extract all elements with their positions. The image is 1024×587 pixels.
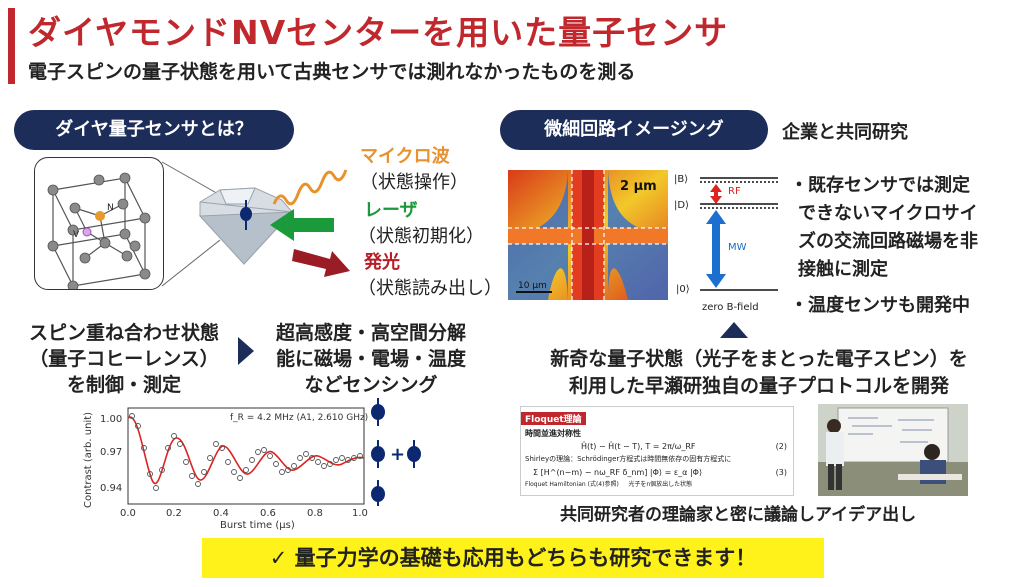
doc-footnote: Floquet Hamiltonian (式(4)参照) 光子をn個放出した状態 [525,481,693,488]
magnetic-field-image: 2 μm 10 μm [508,170,668,300]
vacancy-site [82,227,92,237]
mw-label: MW [728,242,747,253]
nitrogen-atom [95,211,105,221]
footer-highlight: ✓ 量子力学の基礎も応用もどちらも研究できます！ [202,538,824,578]
v-label: V [73,230,80,240]
collaboration-caption: 共同研究者の理論家と密に議論しアイデア出し [560,505,917,525]
x-tick: 0.2 [166,508,182,519]
scale-label-top: 2 μm [620,179,657,194]
y-tick: 0.94 [100,483,122,494]
x-tick: 0.4 [213,508,229,519]
discussion-photo [818,404,968,496]
title-accent-bar [8,8,15,84]
diamond-illustration [161,161,294,287]
spin-superposition-text: スピン重ね合わせ状態 （量子コヒーレンス） を制御・測定 [28,322,219,396]
doc-equation-1: Ĥ(t) − Ĥ(t − T), T = 2π/ω_RF (2) [581,442,787,451]
bullet-line: 接触に測定 [798,259,888,280]
level-d-label: |D⟩ [674,200,689,211]
section-pill-imaging: 微細回路イメージング [500,110,768,150]
x-tick: 1.0 [352,508,368,519]
page-subtitle: 電子スピンの量子状態を用いて古典センサでは測れなかったものを測る [28,61,636,83]
y-axis-label: Contrast (arb. unit) [83,412,94,508]
x-tick: 0.0 [120,508,136,519]
flow-arrow-icon [238,337,254,365]
page-title: ダイヤモンドNVセンターを用いた量子センサ [28,13,729,52]
section-pill-diamond-sensor: ダイヤ量子センサとは？ [14,110,294,150]
bullet-line: できないマイクロサイ [798,203,978,224]
y-tick: 0.97 [100,447,122,458]
field-label: zero B-field [702,302,759,313]
x-axis-label: Burst time (μs) [220,520,295,530]
bullet-line: ・既存センサでは測定 [790,175,970,196]
laser-arrow-icon [270,209,334,241]
collaboration-label: 企業と共同研究 [782,122,908,143]
scale-label-bottom: 10 μm [518,281,547,291]
doc-tag: Floquet理論 [521,412,586,425]
level-b-label: |B⟩ [674,174,688,185]
emission-arrow-icon [292,249,350,277]
novel-protocol-text: 新奇な量子状態（光子をまとった電子スピン）を 利用した早瀬研独自の量子プロトコル… [550,348,968,397]
spin-state-icons: + [371,398,421,506]
fit-curve [127,416,365,485]
doc-line: Shirleyの理論：Schrödinger方程式は時間無依存の固有方程式に [525,455,732,463]
plot-annotation: f_R = 4.2 MHz (A1, 2.610 GHz) [230,413,368,423]
bullet-line: ・温度センサも開発中 [790,295,970,316]
n-label: N [107,203,114,213]
lattice-diagram: N V [34,157,164,292]
up-arrow-icon [720,322,748,338]
x-tick: 0.6 [260,508,276,519]
plus-sign: + [390,444,405,465]
imaging-bullets: ・既存センサでは測定 できないマイクロサイ ズの交流回路磁場を非 接触に測定 ・… [790,172,1020,320]
level-zero-label: |0⟩ [676,284,690,295]
energy-level-diagram: |B⟩ |D⟩ |0⟩ RF MW zero B-field [674,174,778,313]
microwave-label: マイクロ波 （状態操作） [360,146,468,193]
emission-label: 発光 （状態読み出し） [358,252,502,299]
rabi-oscillation-plot: 1.00 0.97 0.94 0.0 0.2 0.4 0.6 0.8 1.0 B… [83,407,368,530]
theory-document: Floquet理論 時間並進対称性 Ĥ(t) − Ĥ(t − T), T = 2… [520,406,794,496]
rf-label: RF [728,186,741,197]
bullet-line: ズの交流回路磁場を非 [798,231,978,252]
sensing-text: 超高感度・高空間分解 能に磁場・電場・温度 などセンシング [275,322,466,396]
x-tick: 0.8 [307,508,323,519]
laser-label: レーザ （状態初期化） [358,200,484,247]
y-tick: 1.00 [100,414,122,425]
lattice-illustration: N V [47,172,151,292]
microwave-wave-icon [272,169,348,206]
data-points [129,413,363,491]
doc-equation-2: Σ [H^(n−m) − nω_RF δ_nm] |Φ⟩ = ε_α |Φ⟩ (3… [533,468,787,477]
doc-heading: 時間並進対称性 [525,429,581,438]
